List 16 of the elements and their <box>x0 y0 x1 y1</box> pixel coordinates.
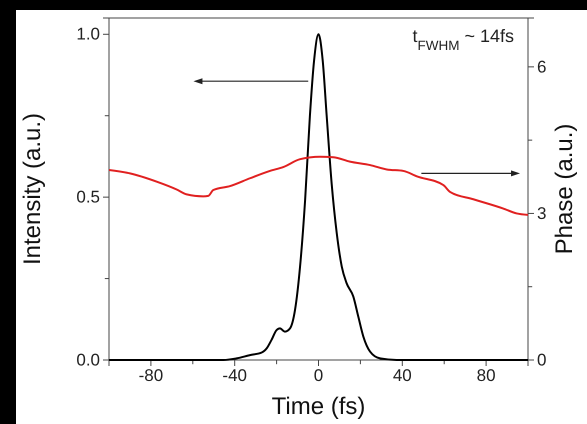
y2-tick-label: 3 <box>537 204 546 223</box>
y2-axis-title: Phase (a.u.) <box>551 124 578 254</box>
x-tick-label: -40 <box>222 366 247 386</box>
x-tick-label: 0 <box>314 366 324 386</box>
x-axis-title: Time (fs) <box>272 393 366 420</box>
y2-tick-label: 6 <box>537 57 546 76</box>
x-tick-label: -80 <box>138 366 164 386</box>
y-tick-label: 0.0 <box>76 350 100 370</box>
x-tick-label: 80 <box>476 366 496 386</box>
y-tick-label: 0.5 <box>76 188 100 207</box>
annotation: t$_{FWHM}$ ~ 14fs <box>412 26 514 52</box>
x-tick-label: 40 <box>392 366 412 386</box>
y-tick-label: 1.0 <box>76 24 100 44</box>
y2-tick-label: 0 <box>537 350 546 370</box>
line-series <box>108 156 529 216</box>
y-axis-title: Intensity (a.u.) <box>19 112 46 266</box>
